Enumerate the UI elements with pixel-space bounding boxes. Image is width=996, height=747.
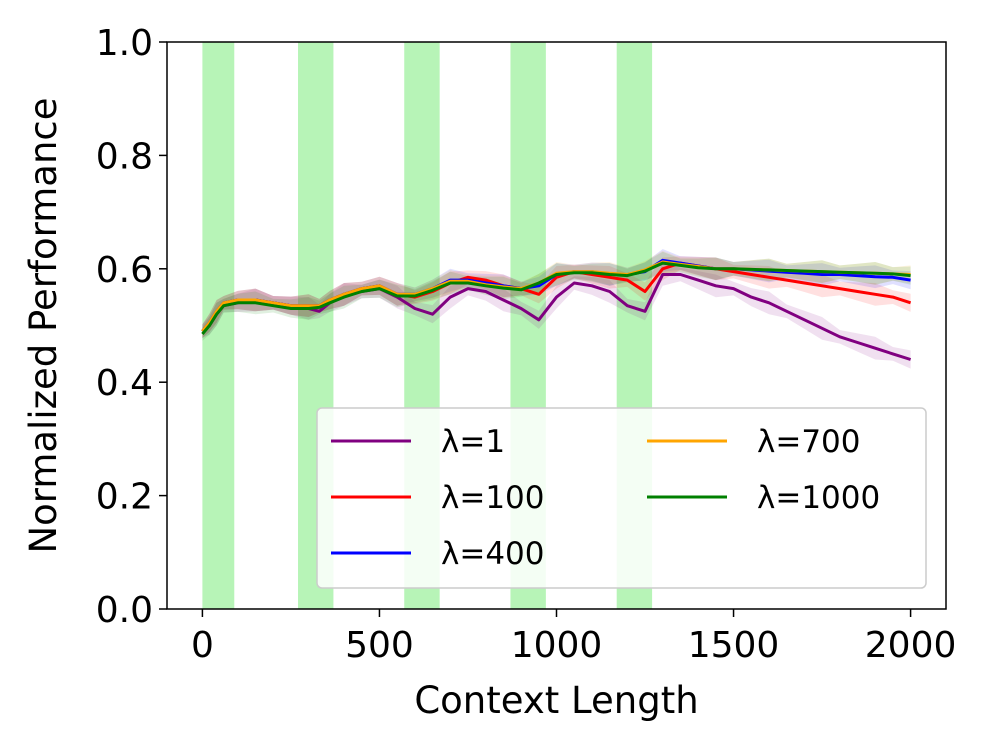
legend-label-100: λ=100 [441,480,545,516]
x-tick-label-500: 500 [345,625,414,666]
y-tick-label-3: 0.6 [96,250,153,291]
x-tick-label-1500: 1500 [688,625,780,666]
x-tick-label-0: 0 [191,625,214,666]
y-axis-ticks: 0.0 0.2 0.4 0.6 0.8 1.0 [96,23,167,631]
legend-box [316,407,927,589]
y-tick-label-1: 0.2 [96,477,153,518]
legend: λ=1 λ=100 λ=400 λ=700 λ=1000 [316,407,927,589]
x-tick-label-1000: 1000 [511,625,603,666]
series-line-1000 [201,261,911,335]
y-tick-label-2: 0.4 [96,363,153,404]
x-tick-label-2000: 2000 [865,625,957,666]
legend-label-1000: λ=1000 [757,480,880,516]
series-band-1000 [202,251,911,341]
y-tick-label-0: 0.0 [96,590,153,631]
x-axis-ticks: 0 500 1000 1500 2000 [191,609,956,666]
legend-label-1: λ=1 [441,424,505,460]
series-band-100 [202,256,911,338]
series-lines [201,258,912,361]
y-tick-label-4: 0.8 [96,136,153,177]
legend-label-400: λ=400 [441,536,545,572]
y-tick-label-5: 1.0 [96,23,153,64]
y-axis-label: Normalized Performance [22,97,65,553]
legend-label-700: λ=700 [757,424,861,460]
x-axis-label: Context Length [414,679,698,722]
